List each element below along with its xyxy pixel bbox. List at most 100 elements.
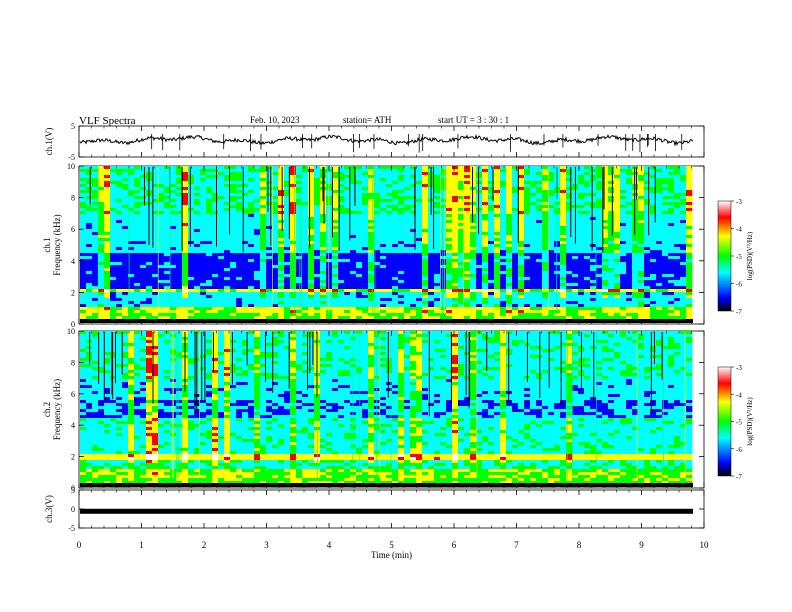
ch1-spectrogram-cell	[182, 235, 189, 239]
ch1-spectrogram-cell	[620, 283, 627, 287]
ch1-spectrogram-cell	[626, 238, 633, 242]
ch1-spectrogram-cell	[104, 175, 111, 179]
ch1-spectrogram-cell	[302, 259, 309, 263]
ch1-spectrogram-cell	[536, 214, 543, 218]
ch1-spectrogram-cell	[338, 205, 345, 209]
ch1-spectrogram-cell	[242, 292, 249, 296]
ch1-spectrogram-cell	[380, 226, 387, 230]
ch1-spectrogram-cell	[116, 202, 123, 206]
ch1-spectrogram-cell	[638, 241, 645, 245]
ch1-spectrogram-cell	[296, 190, 303, 194]
ch1-spectrogram-cell	[506, 274, 513, 278]
ch1-spectrogram-cell	[386, 274, 393, 278]
ch1-spectrogram-cell	[314, 280, 321, 284]
ch1-spectrogram-cell	[356, 292, 363, 296]
ch1-spectrogram-cell	[410, 217, 417, 221]
ch1-spectrogram-cell	[92, 268, 99, 272]
ch1-spectrogram-cell	[512, 175, 519, 179]
ch1-spectrogram-cell	[458, 247, 465, 251]
ch1-spectrogram-cell	[266, 172, 273, 176]
ch1-spectrogram-cell	[500, 292, 507, 296]
ch1-spectrogram-cell	[506, 226, 513, 230]
ch1-spectrogram-cell	[512, 211, 519, 215]
ch1-spectrogram-cell	[614, 244, 621, 248]
ch1-spectrogram-cell	[134, 214, 141, 218]
ch1-spectrogram-cell	[536, 295, 543, 299]
ch1-spectrogram-cell	[446, 256, 453, 260]
ch1-spectrogram-cell	[614, 235, 621, 239]
ch1-spectrogram-cell	[170, 172, 177, 176]
ch1-spectrogram-cell	[206, 274, 213, 278]
ch1-spectrogram-cell	[512, 238, 519, 242]
ch1-spectrogram-cell	[542, 226, 549, 230]
ch1-spectrogram-cell	[566, 214, 573, 218]
ch1-spectrogram-cell	[404, 259, 411, 263]
ch1-spectrogram-cell	[638, 220, 645, 224]
ch1-spectrogram-cell	[182, 205, 189, 209]
ch1-spectrogram-cell	[302, 277, 309, 281]
ch1-spectrogram-cell	[566, 250, 573, 254]
ch1-spectrogram-cell	[452, 244, 459, 248]
ch1-spectrogram-cell	[590, 172, 597, 176]
ch1-spectrogram-cell	[122, 262, 129, 266]
ch1-spectrogram-cell	[344, 238, 351, 242]
ch1-spectrogram-cell	[614, 178, 621, 182]
ch1-spectrogram-cell	[374, 259, 381, 263]
ch1-spectrogram-cell	[524, 301, 531, 305]
ch1-spectrogram-cell	[122, 244, 129, 248]
ch1-spectrogram-cell	[296, 211, 303, 215]
ch1-spectrogram-cell	[338, 229, 345, 233]
ch1-spectrogram-cell	[392, 253, 399, 257]
ch1-spectrogram-cell	[416, 250, 423, 254]
ch1-spectrogram-cell	[524, 223, 531, 227]
ch1-spectrogram-cell	[260, 295, 267, 299]
ch1-spectrogram-cell	[272, 220, 279, 224]
ch1-spectrogram-cell	[404, 280, 411, 284]
ch1-spectrogram-cell	[344, 169, 351, 173]
ch1-spectrogram-cell	[296, 295, 303, 299]
ch1-spectrogram-cell	[548, 229, 555, 233]
ch1-spectrogram-cell	[686, 268, 693, 272]
ch1-spectrogram-cell	[446, 259, 453, 263]
ch1-spectrogram-cell	[608, 214, 615, 218]
ch1-spectrogram-cell	[368, 214, 375, 218]
ch1-spectrogram-cell	[170, 265, 177, 269]
ch1-spectrogram-cell	[548, 268, 555, 272]
ch1-spectrogram-cell	[542, 190, 549, 194]
ch1-spectrogram-cell	[464, 244, 471, 248]
ch1-spectrogram-cell	[518, 220, 525, 224]
ch1-spectrogram-cell	[620, 193, 627, 197]
ch1-spectrogram-cell	[380, 169, 387, 173]
ch1-spectrogram-cell	[278, 283, 285, 287]
ch1-spectrogram-cell	[350, 268, 357, 272]
ch1-spectrogram-cell	[176, 175, 183, 179]
ch1-spectrogram-cell	[524, 175, 531, 179]
ch1-spectrogram-cell	[254, 247, 261, 251]
ch1-spectrogram-cell	[632, 271, 639, 275]
ch1-spectrogram-cell	[206, 208, 213, 212]
ch1-spectrogram-cell	[656, 181, 663, 185]
ch1-spectrogram-cell	[470, 295, 477, 299]
ch1-spectrogram-cell	[218, 265, 225, 269]
ch1-spectrogram-cell	[506, 286, 513, 290]
ch1-spectrogram-cell	[338, 250, 345, 254]
ch1-spectrogram-cell	[362, 289, 369, 293]
ch1-spectrogram-cell	[206, 238, 213, 242]
ch1-spectrogram-cell	[644, 241, 651, 245]
ch1-spectrogram-cell	[248, 292, 255, 296]
ch1-spectrogram-cell	[230, 220, 237, 224]
ch1-spectrogram-cell	[686, 259, 693, 263]
ch1-spectrogram-cell	[686, 223, 693, 227]
ch1-spectrogram-cell	[308, 286, 315, 290]
ch1-spectrogram-cell	[620, 238, 627, 242]
ch1-spectrogram-cell	[308, 238, 315, 242]
ch1-spectrogram-cell	[632, 199, 639, 203]
ch1-spectrogram-cell	[458, 187, 465, 191]
ch1-spectrogram-cell	[236, 238, 243, 242]
ch1-spectrogram-cell	[500, 208, 507, 212]
ch1-spectrogram-cell	[686, 289, 693, 293]
ch1-spectrogram-cell	[446, 277, 453, 281]
ch1-spectrogram-cell	[110, 238, 117, 242]
ch1-spectrogram-cell	[524, 268, 531, 272]
ch1-spectrogram-cell	[272, 253, 279, 257]
